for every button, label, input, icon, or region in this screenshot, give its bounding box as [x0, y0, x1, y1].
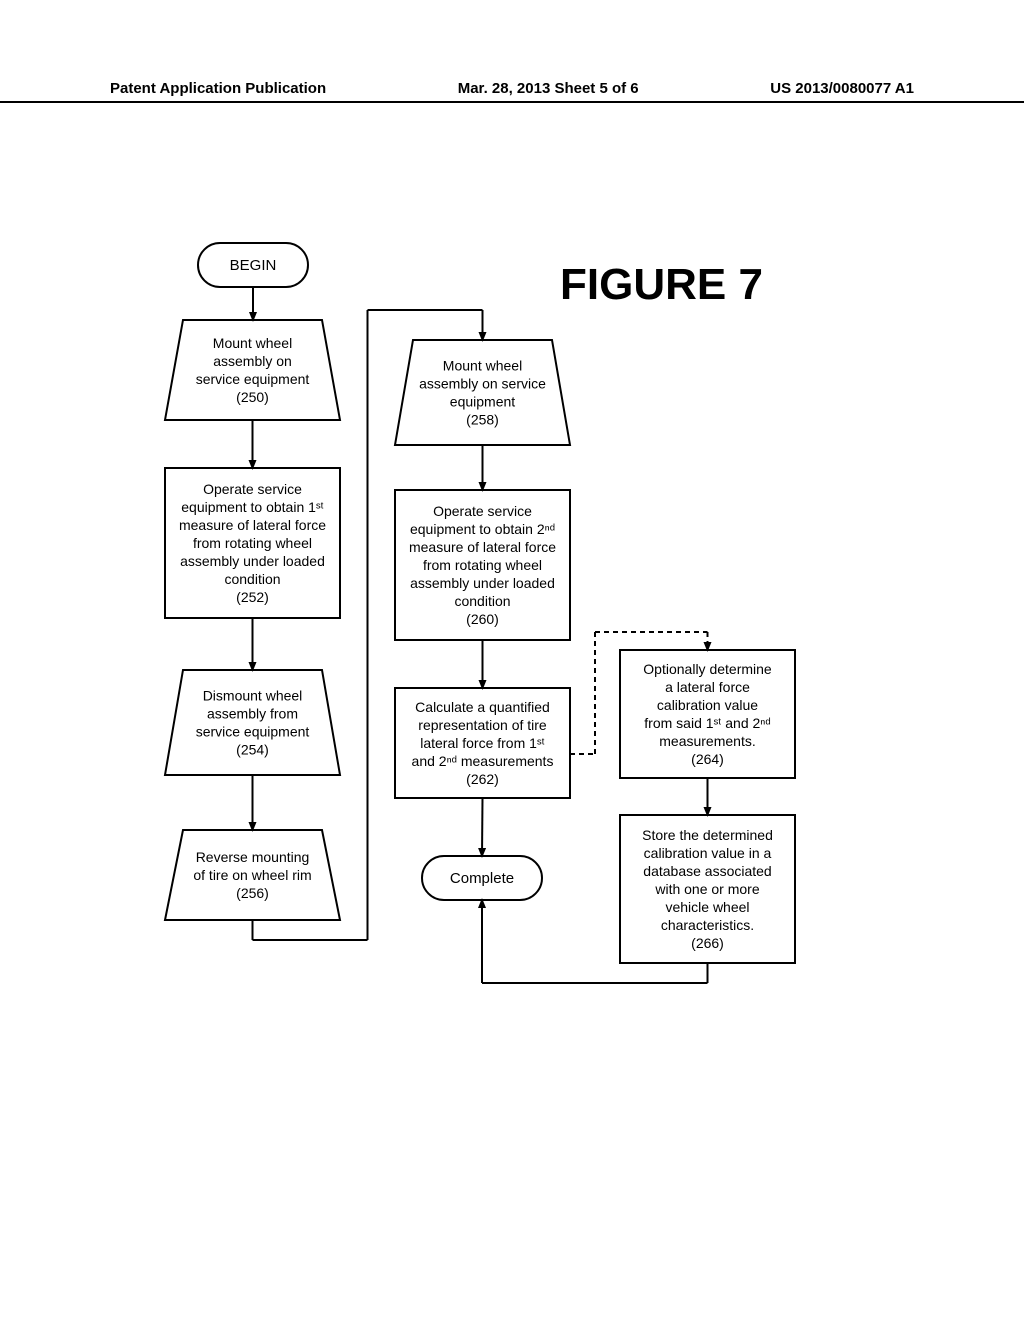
header-center: Mar. 28, 2013 Sheet 5 of 6 [458, 80, 639, 97]
svg-text:assembly on: assembly on [213, 353, 292, 369]
svg-text:Reverse mounting: Reverse mounting [196, 849, 310, 865]
svg-text:from said 1ˢᵗ and 2ⁿᵈ: from said 1ˢᵗ and 2ⁿᵈ [644, 715, 770, 731]
svg-text:assembly on service: assembly on service [419, 376, 546, 392]
svg-text:condition: condition [454, 593, 510, 609]
svg-text:assembly under loaded: assembly under loaded [180, 553, 325, 569]
svg-text:equipment: equipment [450, 394, 515, 410]
svg-text:with one or more: with one or more [654, 881, 759, 897]
page: Patent Application Publication Mar. 28, … [0, 0, 1024, 1320]
svg-text:lateral force from 1ˢᵗ: lateral force from 1ˢᵗ [420, 735, 545, 751]
svg-text:(252): (252) [236, 589, 269, 605]
svg-text:Store the determined: Store the determined [642, 827, 773, 843]
svg-text:service equipment: service equipment [196, 371, 310, 387]
svg-text:condition: condition [224, 571, 280, 587]
svg-text:vehicle wheel: vehicle wheel [665, 899, 749, 915]
svg-text:equipment to obtain 1ˢᵗ: equipment to obtain 1ˢᵗ [181, 499, 324, 515]
svg-text:Calculate a quantified: Calculate a quantified [415, 699, 550, 715]
svg-text:measurements.: measurements. [659, 733, 755, 749]
svg-text:(260): (260) [466, 611, 499, 627]
svg-text:(250): (250) [236, 389, 269, 405]
svg-text:of tire on wheel rim: of tire on wheel rim [193, 867, 311, 883]
header-left: Patent Application Publication [110, 80, 326, 97]
header: Patent Application Publication Mar. 28, … [0, 80, 1024, 103]
svg-text:measure of lateral force: measure of lateral force [179, 517, 326, 533]
svg-text:characteristics.: characteristics. [661, 917, 754, 933]
svg-text:assembly from: assembly from [207, 706, 298, 722]
svg-text:equipment to obtain 2ⁿᵈ: equipment to obtain 2ⁿᵈ [410, 521, 555, 537]
svg-text:representation of tire: representation of tire [418, 717, 547, 733]
svg-text:(264): (264) [691, 751, 724, 767]
svg-text:from rotating wheel: from rotating wheel [193, 535, 312, 551]
svg-text:(254): (254) [236, 742, 269, 758]
svg-text:measure of lateral force: measure of lateral force [409, 539, 556, 555]
svg-text:(262): (262) [466, 771, 499, 787]
svg-text:Optionally determine: Optionally determine [643, 661, 772, 677]
svg-text:calibration value in a: calibration value in a [644, 845, 772, 861]
header-right: US 2013/0080077 A1 [770, 80, 914, 97]
svg-text:and 2ⁿᵈ measurements: and 2ⁿᵈ measurements [412, 753, 554, 769]
svg-text:Operate service: Operate service [433, 503, 532, 519]
svg-text:Dismount wheel: Dismount wheel [203, 688, 303, 704]
header-row: Patent Application Publication Mar. 28, … [0, 80, 1024, 97]
svg-text:Mount wheel: Mount wheel [443, 358, 522, 374]
svg-text:calibration value: calibration value [657, 697, 758, 713]
svg-text:(266): (266) [691, 935, 724, 951]
svg-text:BEGIN: BEGIN [230, 257, 277, 274]
svg-text:Operate service: Operate service [203, 481, 302, 497]
svg-text:a lateral force: a lateral force [665, 679, 750, 695]
svg-text:from rotating wheel: from rotating wheel [423, 557, 542, 573]
svg-text:database associated: database associated [643, 863, 771, 879]
svg-text:Complete: Complete [450, 870, 514, 887]
svg-text:Mount wheel: Mount wheel [213, 335, 292, 351]
svg-text:assembly under loaded: assembly under loaded [410, 575, 555, 591]
flowchart: BEGIN Complete Mount wheel assembly on servi… [130, 240, 940, 1070]
svg-text:(258): (258) [466, 412, 499, 428]
svg-text:service equipment: service equipment [196, 724, 310, 740]
svg-text:(256): (256) [236, 885, 269, 901]
